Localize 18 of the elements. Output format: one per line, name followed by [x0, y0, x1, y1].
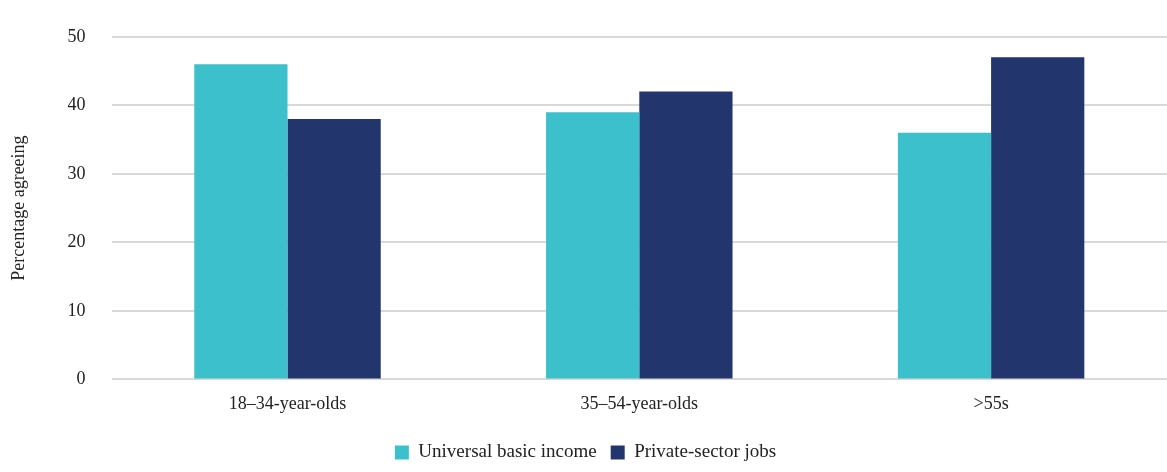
x-tick-label: 35–54-year-olds — [580, 392, 699, 413]
bar — [546, 112, 640, 379]
y-tick-label: 10 — [67, 299, 86, 320]
y-tick-label: 30 — [67, 162, 86, 183]
bar — [194, 64, 288, 379]
x-tick-label: 18–34-year-olds — [228, 392, 347, 413]
legend-label: Universal basic income — [418, 440, 597, 462]
legend-label: Private-sector jobs — [634, 440, 777, 462]
y-tick-label: 50 — [67, 25, 86, 46]
bar — [897, 132, 992, 379]
bar — [991, 57, 1085, 379]
x-tick-label: >55s — [973, 392, 1009, 413]
y-tick-label: 40 — [67, 94, 86, 115]
y-tick-label: 0 — [76, 368, 86, 389]
bar — [639, 91, 733, 379]
bar — [287, 119, 381, 379]
y-tick-label: 20 — [67, 231, 86, 252]
y-axis-title: Percentage agreeing — [7, 135, 28, 281]
